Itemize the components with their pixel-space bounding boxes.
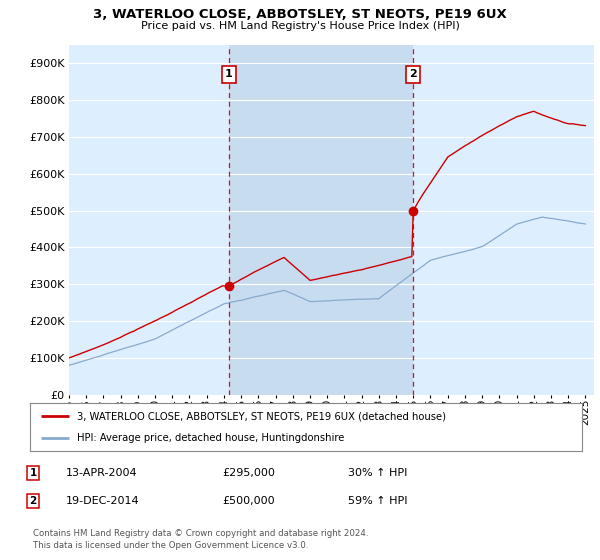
Text: 1: 1	[29, 468, 37, 478]
Text: £500,000: £500,000	[222, 496, 275, 506]
Text: 3, WATERLOO CLOSE, ABBOTSLEY, ST NEOTS, PE19 6UX: 3, WATERLOO CLOSE, ABBOTSLEY, ST NEOTS, …	[93, 8, 507, 21]
Text: Price paid vs. HM Land Registry's House Price Index (HPI): Price paid vs. HM Land Registry's House …	[140, 21, 460, 31]
Text: £295,000: £295,000	[222, 468, 275, 478]
Text: 3, WATERLOO CLOSE, ABBOTSLEY, ST NEOTS, PE19 6UX (detached house): 3, WATERLOO CLOSE, ABBOTSLEY, ST NEOTS, …	[77, 411, 446, 421]
Text: Contains HM Land Registry data © Crown copyright and database right 2024.
This d: Contains HM Land Registry data © Crown c…	[33, 529, 368, 550]
Text: 1: 1	[225, 69, 233, 80]
Text: 2: 2	[409, 69, 416, 80]
Text: 2: 2	[29, 496, 37, 506]
Text: 13-APR-2004: 13-APR-2004	[66, 468, 137, 478]
Text: 19-DEC-2014: 19-DEC-2014	[66, 496, 140, 506]
Text: 30% ↑ HPI: 30% ↑ HPI	[348, 468, 407, 478]
Bar	[229, 45, 413, 395]
Text: 59% ↑ HPI: 59% ↑ HPI	[348, 496, 407, 506]
Text: HPI: Average price, detached house, Huntingdonshire: HPI: Average price, detached house, Hunt…	[77, 433, 344, 443]
